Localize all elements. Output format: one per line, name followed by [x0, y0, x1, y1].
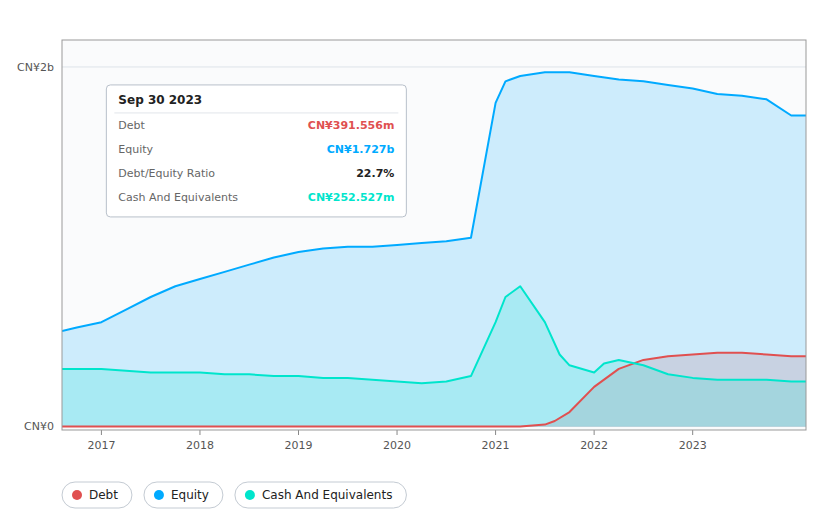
x-tick-label: 2023 [679, 439, 707, 452]
legend-box [235, 482, 407, 508]
legend-swatch [245, 490, 255, 500]
legend-item: Cash And Equivalents [235, 482, 407, 508]
area-fill [62, 72, 806, 426]
chart: CN¥0 CN¥2b 2017 2018 2019 2020 2021 2022 2023 Sep… [0, 0, 821, 526]
area-lines [62, 72, 806, 426]
area-line [62, 72, 806, 331]
x-tick [594, 430, 595, 435]
x-tick [692, 430, 693, 435]
legend-box [62, 482, 132, 508]
legend-label: Equity [171, 488, 209, 502]
legend-swatch [154, 490, 164, 500]
annotation-label: Debt [118, 119, 145, 132]
annotation-label: Cash And Equivalents [118, 191, 238, 204]
y-tick-label: CN¥0 [24, 420, 54, 433]
grid-line [62, 66, 806, 67]
legend-label: Debt [89, 488, 118, 502]
plot-area [62, 72, 806, 426]
area-fill [62, 286, 806, 426]
legend-item: Equity [144, 482, 223, 508]
area-fills [62, 72, 806, 426]
x-tick [397, 430, 398, 435]
plot-frame [62, 40, 806, 430]
legend: Debt Equity Cash And Equivalents [62, 482, 406, 508]
legend-label: Cash And Equivalents [262, 488, 393, 502]
x-tick [298, 430, 299, 435]
x-tick-label: 2020 [383, 439, 411, 452]
legend-item: Debt [62, 482, 132, 508]
legend-swatch [72, 490, 82, 500]
x-tick-label: 2018 [186, 439, 214, 452]
x-tick [495, 430, 496, 435]
y-tick-label: CN¥2b [17, 61, 54, 74]
plot-background [62, 40, 806, 430]
annotation-label: Equity [118, 143, 153, 156]
annotation-label: Debt/Equity Ratio [118, 167, 215, 180]
annotation-value: CN¥1.727b [327, 143, 395, 156]
area-line [62, 286, 806, 383]
annotation: Sep 30 2023 Debt CN¥391.556m Equity CN¥1.727… [106, 85, 406, 217]
x-tick-label: 2022 [580, 439, 608, 452]
annotation-separator [114, 112, 398, 113]
annotation-box [106, 85, 406, 217]
annotation-value: 22.7% [356, 167, 394, 180]
x-tick [101, 430, 102, 435]
annotation-title: Sep 30 2023 [118, 93, 202, 107]
annotation-value: CN¥252.527m [308, 191, 395, 204]
annotation-value: CN¥391.556m [308, 119, 395, 132]
area-line [62, 353, 806, 427]
x-tick-label: 2017 [87, 439, 115, 452]
x-tick [199, 430, 200, 435]
x-tick-label: 2021 [482, 439, 510, 452]
legend-box [144, 482, 223, 508]
y-grid [62, 67, 806, 426]
x-tick-label: 2019 [285, 439, 313, 452]
